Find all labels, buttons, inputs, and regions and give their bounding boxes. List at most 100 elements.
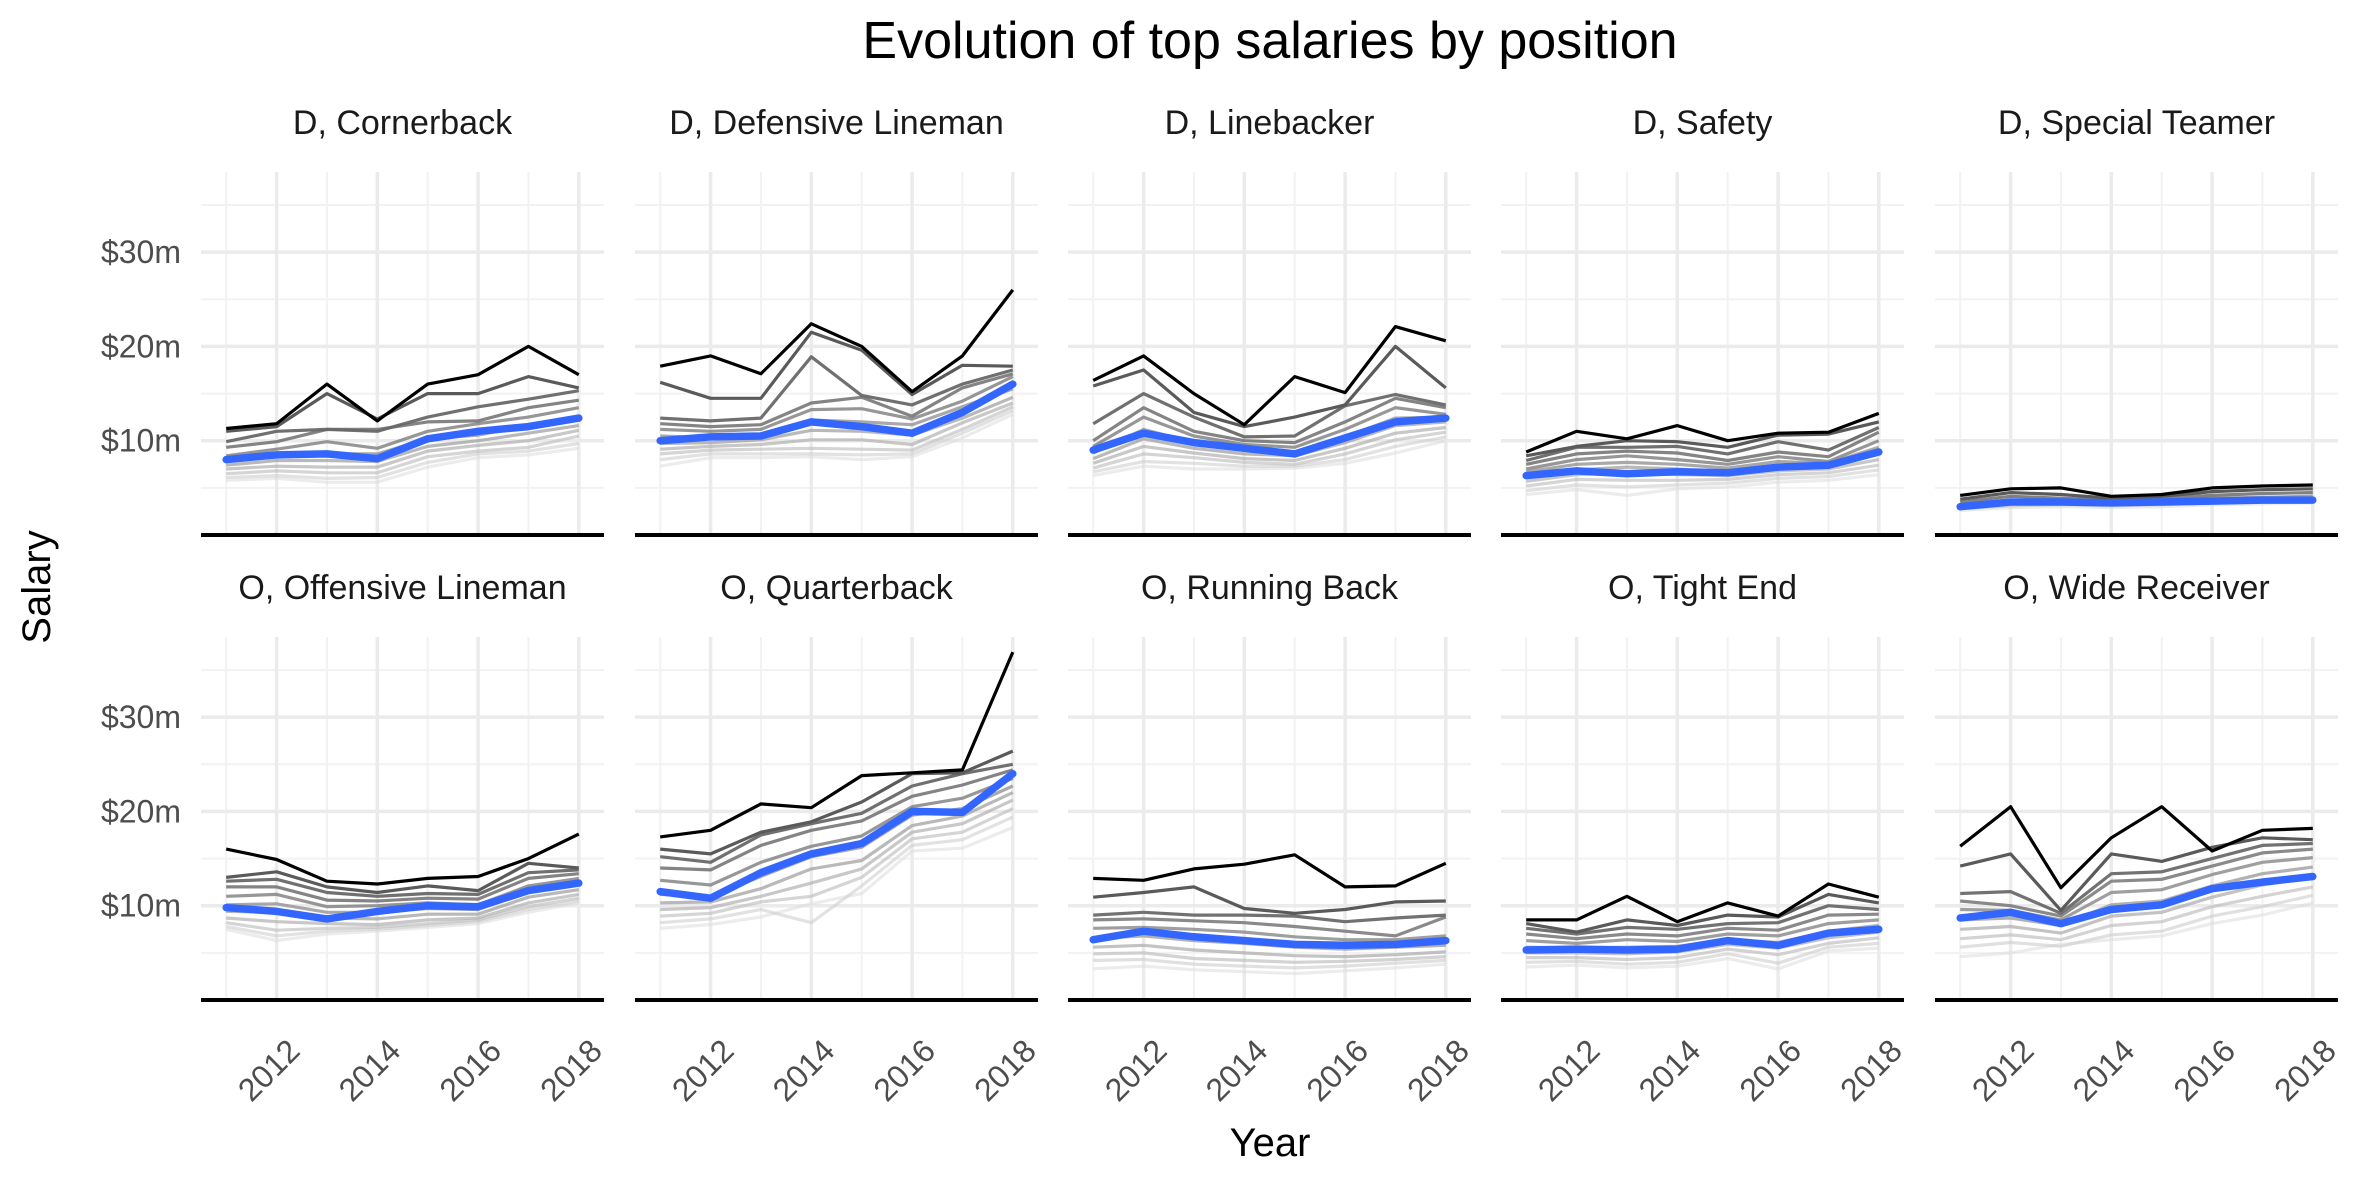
salary-series-line [1526, 918, 1879, 946]
y-axis-title: Salary [15, 530, 59, 643]
salary-series-line [1092, 344, 1447, 429]
salary-series-line [1960, 841, 2313, 915]
salary-series-line [1092, 425, 1446, 465]
salary-series-line [660, 762, 1014, 864]
facet-strip-label: O, Tight End [1608, 569, 1797, 607]
facet-panel: D, Special Teamer [1935, 104, 2338, 537]
salary-series-line [226, 861, 579, 895]
salary-series-line [1960, 875, 2314, 935]
salary-series-line [225, 896, 580, 932]
salary-series-line [660, 372, 1014, 429]
salary-series-line [1093, 910, 1446, 924]
salary-series-line [1526, 936, 1879, 962]
salary-series-line [1525, 463, 1880, 488]
mean-salary-line [1956, 872, 2317, 928]
salary-series-line [1960, 847, 2313, 918]
mean-salary-line [222, 414, 583, 464]
salary-series-line [1960, 501, 2313, 513]
salary-series-line [1526, 912, 1879, 941]
y-tick-label: $10m [101, 423, 181, 459]
salary-series-line [659, 330, 1013, 400]
x-axis-title: Year [1230, 1121, 1311, 1165]
salary-series-line [1960, 901, 2314, 959]
salary-series-line [226, 428, 580, 471]
salary-series-line [1525, 439, 1880, 471]
salary-series-line [660, 768, 1014, 872]
facet-strip-label: D, Safety [1633, 104, 1773, 142]
facet-panel: D, Defensive Lineman [635, 104, 1038, 537]
salary-series-line [226, 872, 579, 903]
salary-series-line [1526, 882, 1880, 924]
salary-series-line [225, 832, 580, 886]
salary-series-line [1526, 946, 1879, 971]
salary-series-line [1093, 951, 1446, 964]
mean-salary-line [1089, 414, 1450, 458]
salary-series-line [226, 344, 580, 431]
salary-series-line [1526, 941, 1879, 966]
salary-series-line [225, 406, 580, 458]
salary-series-line [1960, 893, 2314, 949]
mean-salary-line [1956, 496, 2317, 511]
mean-salary-line [656, 380, 1017, 445]
salary-series-line [659, 412, 1014, 468]
salary-series-line [660, 355, 1014, 423]
salary-series-line [226, 892, 580, 927]
salary-series-line [1959, 487, 2313, 501]
salary-series-line [1092, 406, 1447, 449]
salary-series-line [226, 375, 580, 433]
facet-panel: D, Linebacker [1068, 104, 1471, 537]
salary-series-line [1093, 925, 1446, 942]
salary-series-line [1959, 836, 2313, 913]
facet-strip-label: D, Special Teamer [1998, 104, 2275, 142]
salary-series-line [226, 424, 580, 467]
salary-series-line [1093, 885, 1446, 915]
salary-series-line [1959, 483, 2313, 498]
mean-salary-line [656, 769, 1017, 902]
y-tick-label: $20m [101, 793, 181, 829]
facet-strip-label: O, Running Back [1141, 569, 1399, 607]
salary-series-line [1525, 430, 1880, 466]
salary-series-line [1093, 853, 1447, 889]
salary-series-line [226, 434, 580, 476]
facet-strip-label: O, Offensive Lineman [238, 569, 566, 607]
salary-series-line [660, 749, 1014, 856]
salary-series-line [660, 405, 1014, 456]
salary-series-line [1093, 962, 1446, 976]
salary-series-line [660, 815, 1014, 925]
salary-series-line [1092, 439, 1447, 478]
salary-series-line [1525, 411, 1880, 454]
y-tick-label: $10m [101, 888, 181, 924]
mean-salary-line [1522, 925, 1883, 954]
salary-series-line [1525, 420, 1880, 458]
salary-series-line [1526, 468, 1880, 493]
salary-series-line [1525, 426, 1880, 463]
salary-series-line [659, 288, 1015, 394]
salary-series-line [225, 901, 580, 943]
salary-series-line [660, 401, 1014, 451]
salary-series-line [226, 446, 580, 484]
salary-series-line [1093, 957, 1446, 970]
salary-series-line [1526, 473, 1879, 497]
salary-series-line [226, 876, 580, 909]
salary-series-line [1526, 904, 1879, 936]
salary-series-line [1093, 915, 1447, 938]
salary-series-line [1092, 435, 1447, 474]
salary-series-line [660, 791, 1014, 905]
salary-series-line [225, 899, 580, 938]
salary-series-line [225, 389, 580, 444]
chart-title: Evolution of top salaries by position [862, 12, 1677, 70]
salary-series-line [1092, 392, 1447, 439]
facet-panels: D, Cornerback $10m $20m $30m D, Defensive Li… [101, 104, 2343, 1108]
facet-strip-label: D, Cornerback [293, 104, 513, 142]
mean-salary-line [1089, 927, 1450, 950]
salary-series-line [1092, 325, 1447, 427]
facet-strip-label: D, Linebacker [1165, 104, 1375, 142]
facet-strip-label: D, Defensive Lineman [669, 104, 1004, 142]
salary-series-line [660, 776, 1014, 887]
facet-strip-label: O, Wide Receiver [2003, 569, 2269, 607]
salary-series-line [660, 375, 1014, 433]
